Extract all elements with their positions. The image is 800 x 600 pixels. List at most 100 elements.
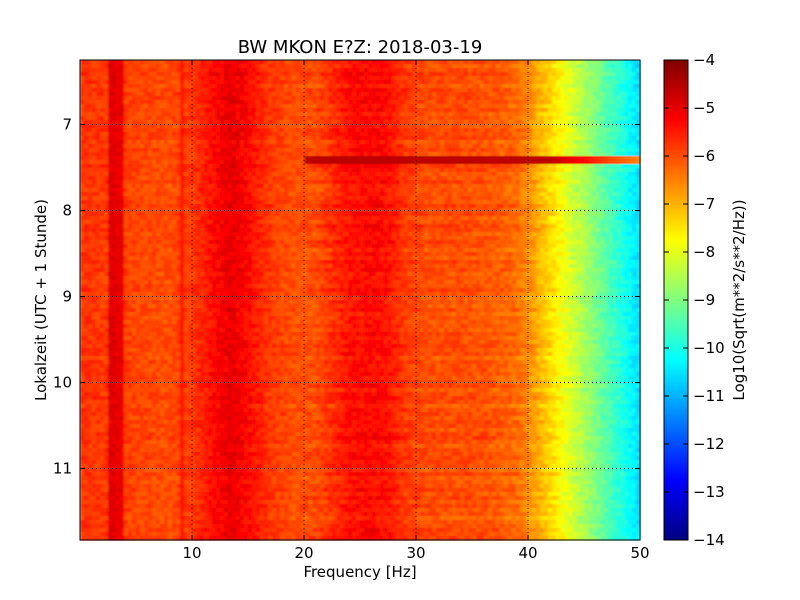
heatmap-cell [600,180,605,185]
heatmap-cell [432,84,437,89]
heatmap-cell [184,100,189,105]
heatmap-cell [284,144,289,149]
heatmap-cell [424,84,429,89]
heatmap-cell [512,120,517,125]
heatmap-cell [164,76,169,81]
heatmap-cell [520,88,525,93]
heatmap-cell [272,156,277,161]
heatmap-cell [476,120,481,125]
heatmap-cell [256,104,261,109]
heatmap-cell [328,152,333,157]
heatmap-cell [144,100,149,105]
heatmap-cell [412,88,417,93]
heatmap-cell [532,108,537,113]
heatmap-cell [360,156,365,161]
heatmap-cell [468,100,473,105]
heatmap-cell [260,132,265,137]
heatmap-cell [332,80,337,85]
heatmap-cell [112,140,117,145]
heatmap-cell [216,168,221,173]
heatmap-cell [552,184,557,189]
heatmap-cell [356,132,361,137]
heatmap-cell [524,160,529,165]
heatmap-cell [164,108,169,113]
heatmap-cell [592,136,597,141]
heatmap-cell [480,68,485,73]
heatmap-cell [516,136,521,141]
heatmap-cell [92,176,97,181]
heatmap-cell [612,120,617,125]
heatmap-cell [168,184,173,189]
heatmap-cell [84,188,89,193]
heatmap-cell [356,184,361,189]
heatmap-cell [176,84,181,89]
heatmap-cell [420,164,425,169]
heatmap-cell [548,176,553,181]
heatmap-cell [344,72,349,77]
heatmap-cell [324,180,329,185]
heatmap-cell [208,116,213,121]
heatmap-cell [352,128,357,133]
heatmap-cell [232,160,237,165]
heatmap-cell [408,180,413,185]
heatmap-cell [244,200,249,205]
heatmap-cell [576,120,581,125]
heatmap-cell [228,108,233,113]
heatmap-cell [224,148,229,153]
heatmap-cell [556,92,561,97]
heatmap-cell [524,188,529,193]
heatmap-cell [300,76,305,81]
heatmap-cell [556,124,561,129]
heatmap-cell [264,148,269,153]
heatmap-cell [128,116,133,121]
heatmap-cell [88,88,93,93]
heatmap-cell [520,160,525,165]
heatmap-cell [440,84,445,89]
heatmap-cell [316,136,321,141]
heatmap-cell [584,84,589,89]
heatmap-cell [472,136,477,141]
heatmap-cell [284,112,289,117]
heatmap-cell [252,84,257,89]
heatmap-cell [504,184,509,189]
heatmap-cell [128,172,133,177]
heatmap-cell [132,92,137,97]
heatmap-cell [300,96,305,101]
heatmap-cell [132,104,137,109]
heatmap-cell [400,160,405,165]
heatmap-cell [124,132,129,137]
heatmap-cell [484,180,489,185]
heatmap-cell [484,176,489,181]
heatmap-cell [264,104,269,109]
heatmap-cell [360,140,365,145]
heatmap-cell [620,68,625,73]
heatmap-cell [328,92,333,97]
heatmap-cell [108,96,113,101]
heatmap-cell [528,120,533,125]
heatmap-cell [512,132,517,137]
heatmap-cell [372,152,377,157]
heatmap-cell [132,68,137,73]
heatmap-cell [364,156,369,161]
heatmap-cell [332,100,337,105]
heatmap-cell [568,116,573,121]
heatmap-cell [268,192,273,197]
heatmap-cell [148,96,153,101]
heatmap-cell [96,176,101,181]
heatmap-cell [272,172,277,177]
heatmap-cell [528,132,533,137]
heatmap-cell [192,88,197,93]
heatmap-cell [488,184,493,189]
heatmap-cell [404,156,409,161]
heatmap-cell [528,164,533,169]
heatmap-cell [100,184,105,189]
heatmap-cell [412,124,417,129]
heatmap-cell [136,200,141,205]
heatmap-cell [624,84,629,89]
heatmap-cell [472,100,477,105]
heatmap-cell [264,112,269,117]
heatmap-cell [88,72,93,77]
heatmap-cell [628,196,633,201]
heatmap-cell [596,96,601,101]
heatmap-cell [208,192,213,197]
